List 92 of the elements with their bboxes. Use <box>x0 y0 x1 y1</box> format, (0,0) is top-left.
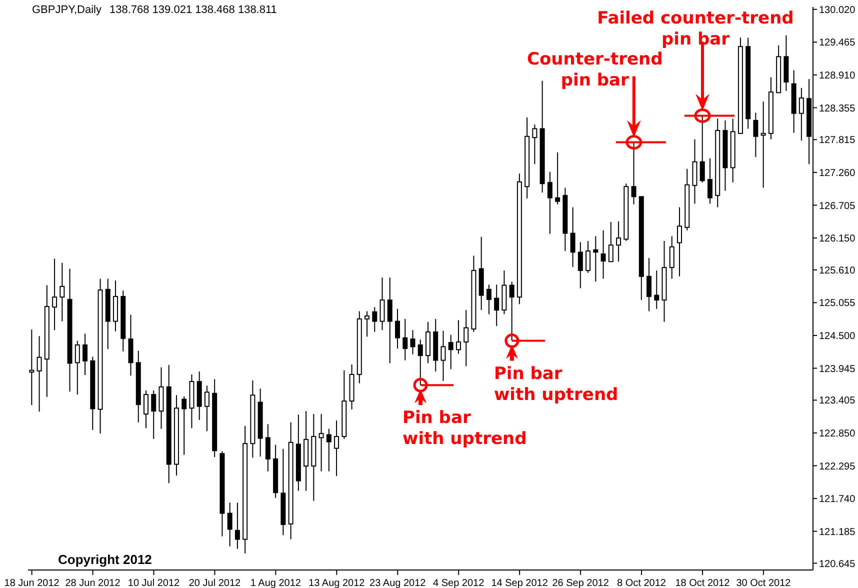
x-tick-label: 4 Sep 2012 <box>433 578 485 588</box>
y-tick-label: 130.020 <box>819 4 856 16</box>
y-tick-label: 127.815 <box>819 135 856 146</box>
y-tick-label: 126.705 <box>819 200 856 212</box>
candlestick <box>204 385 210 432</box>
candlestick <box>372 306 378 332</box>
y-tick-label: 123.945 <box>819 364 856 375</box>
chart-subtitle: 138.768 139.021 138.468 138.811 <box>110 4 277 16</box>
candlestick <box>364 310 370 338</box>
candlestick <box>700 115 705 183</box>
candlestick <box>402 318 408 361</box>
candlestick <box>798 87 804 142</box>
candlestick <box>418 339 423 386</box>
candlestick <box>753 112 758 158</box>
candlestick <box>410 330 416 355</box>
y-tick-label: 128.355 <box>819 103 856 114</box>
candlestick <box>143 390 148 429</box>
y-tick-label: 123.405 <box>819 396 856 407</box>
y-tick-label: 125.055 <box>819 298 856 310</box>
x-tick-label: 1 Aug 2012 <box>250 578 302 588</box>
candlestick <box>608 222 614 262</box>
y-tick-label: 128.910 <box>819 70 856 82</box>
candlestick <box>448 334 454 370</box>
candlestick <box>486 284 492 315</box>
candlestick <box>509 281 514 342</box>
annotation: Failed counter-trend pin bar <box>597 8 794 50</box>
candlestick <box>318 414 324 472</box>
annotation: Counter-trend pin bar <box>527 49 663 90</box>
y-tick-label: 120.645 <box>819 558 856 570</box>
x-tick-label: 30 Oct 2012 <box>736 578 792 588</box>
candlestick <box>570 206 576 268</box>
x-tick-label: 20 Jul 2012 <box>188 578 242 588</box>
annotation: Copyright 2012 <box>58 552 152 567</box>
candlestick <box>52 258 58 331</box>
candlestick <box>74 340 80 396</box>
x-tick-label: 23 Aug 2012 <box>370 578 426 588</box>
y-tick-label: 127.260 <box>819 168 856 179</box>
y-tick-label: 124.500 <box>819 331 856 342</box>
candlestick <box>387 277 392 364</box>
candlestick <box>532 124 538 165</box>
y-tick-label: 122.295 <box>819 461 856 472</box>
candlestick <box>265 424 270 472</box>
candlestick <box>760 101 766 188</box>
candlestick <box>707 158 712 204</box>
candlestick <box>234 502 240 550</box>
y-tick-label: 121.185 <box>819 526 856 538</box>
candlestick <box>440 330 446 382</box>
candlestick <box>494 284 500 327</box>
candlestick <box>464 310 469 367</box>
candlestick <box>586 240 591 274</box>
candlestick <box>395 308 400 349</box>
candlestick <box>128 314 134 376</box>
candlestick <box>151 390 156 440</box>
x-tick-label: 18 Jun 2012 <box>4 578 60 588</box>
candlestick <box>547 171 552 234</box>
candlestick <box>326 428 332 472</box>
candlestick <box>182 396 187 456</box>
candlestick <box>646 258 652 312</box>
candlestick <box>600 230 606 280</box>
annotation: Pin bar with uptrend <box>494 364 618 405</box>
candlestick <box>593 236 598 282</box>
x-tick-label: 10 Jul 2012 <box>128 578 180 588</box>
candlestick <box>692 138 698 204</box>
candlestick <box>676 206 682 277</box>
candlestick <box>654 270 660 310</box>
x-tick-label: 8 Oct 2012 <box>617 578 666 588</box>
candlestick <box>334 420 340 477</box>
candlestick <box>631 142 636 205</box>
candlestick <box>616 220 622 262</box>
candlestick <box>227 502 232 547</box>
x-tick-label: 14 Sep 2012 <box>491 578 548 588</box>
annotation: Pin bar with uptrend <box>402 408 527 450</box>
candlestick <box>380 277 385 331</box>
candlestick <box>425 321 430 364</box>
x-tick-label: 13 Aug 2012 <box>308 578 366 588</box>
candlestick <box>456 320 461 354</box>
candlestick <box>82 333 88 376</box>
x-tick-label: 26 Sep 2012 <box>552 578 610 588</box>
chart-title: GBPJPY,Daily <box>32 4 102 16</box>
candlestick <box>60 262 65 322</box>
y-tick-label: 122.850 <box>819 428 856 440</box>
candlestick <box>29 329 34 406</box>
candlestick <box>555 152 560 205</box>
y-tick-label: 125.610 <box>819 265 856 276</box>
x-tick-label: 18 Oct 2012 <box>675 578 730 588</box>
x-tick-label: 28 Jun 2012 <box>65 578 121 588</box>
candlestick <box>36 336 42 412</box>
y-tick-label: 121.740 <box>819 494 856 506</box>
candlestick <box>578 242 583 289</box>
y-tick-label: 126.150 <box>819 234 856 245</box>
candlestick <box>669 236 674 280</box>
y-tick-label: 129.465 <box>819 38 856 49</box>
